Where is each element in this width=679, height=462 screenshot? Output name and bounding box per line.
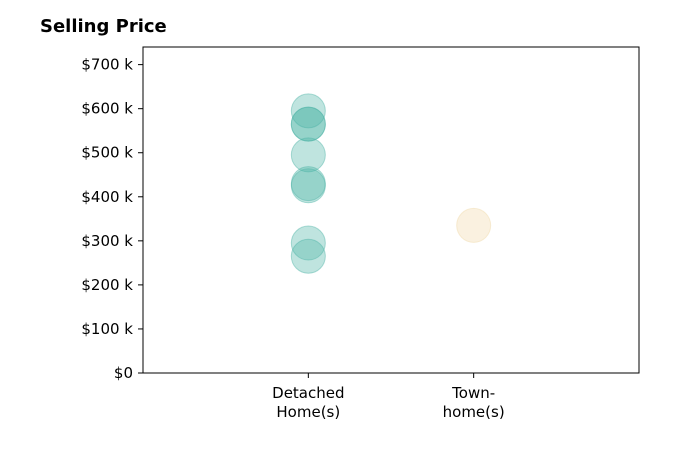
- data-point: [290, 106, 326, 142]
- y-tick-label: $100 k: [81, 320, 133, 338]
- y-tick-label: $200 k: [81, 276, 133, 294]
- plot-area-frame: [142, 46, 640, 374]
- data-point: [290, 166, 326, 202]
- data-point: [290, 168, 326, 204]
- x-tick-label: Home(s): [276, 403, 340, 421]
- data-point: [456, 207, 492, 243]
- data-point: [290, 238, 326, 274]
- data-point: [290, 93, 326, 129]
- x-tick-label: Detached: [272, 384, 344, 402]
- chart-title: Selling Price: [40, 16, 167, 37]
- x-tick-label: home(s): [443, 403, 505, 421]
- x-tick-label: Town-: [451, 384, 495, 402]
- data-point: [290, 106, 326, 142]
- data-point: [290, 225, 326, 261]
- data-points: [290, 93, 492, 274]
- y-tick-label: $600 k: [81, 100, 133, 118]
- y-tick-label: $500 k: [81, 144, 133, 162]
- y-tick-label: $700 k: [81, 56, 133, 74]
- data-point: [290, 137, 326, 173]
- y-tick-label: $300 k: [81, 232, 133, 250]
- y-tick-label: $0: [114, 364, 133, 382]
- y-axis: $0 $100 k $200 k $300 k $400 k $500 k $600 k $7…: [81, 56, 143, 382]
- y-tick-label: $400 k: [81, 188, 133, 206]
